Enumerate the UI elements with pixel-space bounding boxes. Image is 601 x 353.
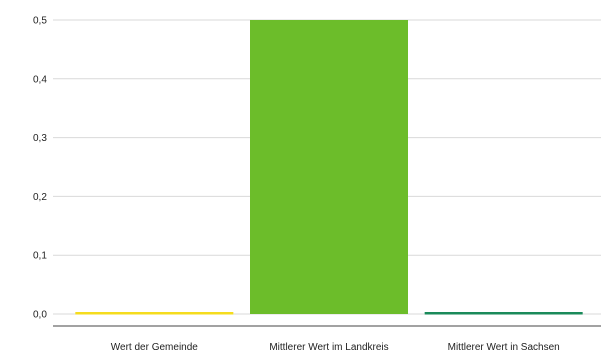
x-category-label: Mittlerer Wert in Sachsen [448, 342, 560, 353]
bars [75, 20, 583, 315]
bar [424, 312, 583, 315]
bar [75, 312, 234, 315]
y-tick-label: 0,4 [33, 74, 47, 85]
y-tick-label: 0,2 [33, 192, 47, 203]
y-tick-label: 0,5 [33, 16, 47, 27]
y-tick-label: 0,1 [33, 251, 47, 262]
y-tick-label: 0,3 [33, 133, 47, 144]
x-category-labels: Wert der Gemeinde Mittlerer Wert im Landk… [111, 342, 560, 353]
y-tick-labels: 0,0 0,1 0,2 0,3 0,4 0,5 [33, 16, 47, 321]
x-category-label: Wert der Gemeinde [111, 342, 199, 353]
y-tick-label: 0,0 [33, 310, 47, 321]
bar [250, 20, 408, 314]
x-category-label: Mittlerer Wert im Landkreis [269, 342, 388, 353]
